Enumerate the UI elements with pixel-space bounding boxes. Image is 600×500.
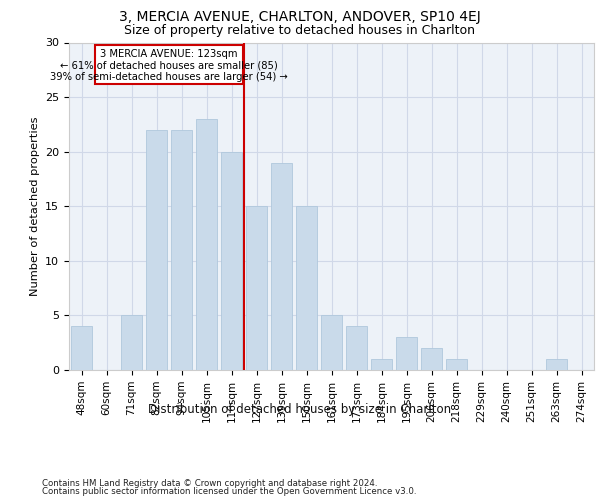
Text: Distribution of detached houses by size in Charlton: Distribution of detached houses by size …	[148, 402, 452, 415]
Text: 3 MERCIA AVENUE: 123sqm: 3 MERCIA AVENUE: 123sqm	[100, 48, 238, 58]
Text: Contains public sector information licensed under the Open Government Licence v3: Contains public sector information licen…	[42, 487, 416, 496]
FancyBboxPatch shape	[95, 44, 243, 84]
Bar	[371, 359, 392, 370]
Text: Contains HM Land Registry data © Crown copyright and database right 2024.: Contains HM Land Registry data © Crown c…	[42, 478, 377, 488]
Bar	[146, 130, 167, 370]
Text: 3, MERCIA AVENUE, CHARLTON, ANDOVER, SP10 4EJ: 3, MERCIA AVENUE, CHARLTON, ANDOVER, SP1…	[119, 10, 481, 24]
Text: 39% of semi-detached houses are larger (54) →: 39% of semi-detached houses are larger (…	[50, 72, 288, 82]
Bar	[271, 162, 292, 370]
Bar	[396, 337, 417, 370]
Bar	[446, 359, 467, 370]
Text: Size of property relative to detached houses in Charlton: Size of property relative to detached ho…	[125, 24, 476, 37]
Bar	[346, 326, 367, 370]
Bar	[171, 130, 192, 370]
Text: ← 61% of detached houses are smaller (85): ← 61% of detached houses are smaller (85…	[60, 60, 278, 70]
Bar	[121, 316, 142, 370]
Bar	[246, 206, 267, 370]
Bar	[221, 152, 242, 370]
Bar	[196, 119, 217, 370]
Bar	[296, 206, 317, 370]
Bar	[321, 316, 342, 370]
Bar	[71, 326, 92, 370]
Y-axis label: Number of detached properties: Number of detached properties	[29, 116, 40, 296]
Bar	[546, 359, 567, 370]
Bar	[421, 348, 442, 370]
